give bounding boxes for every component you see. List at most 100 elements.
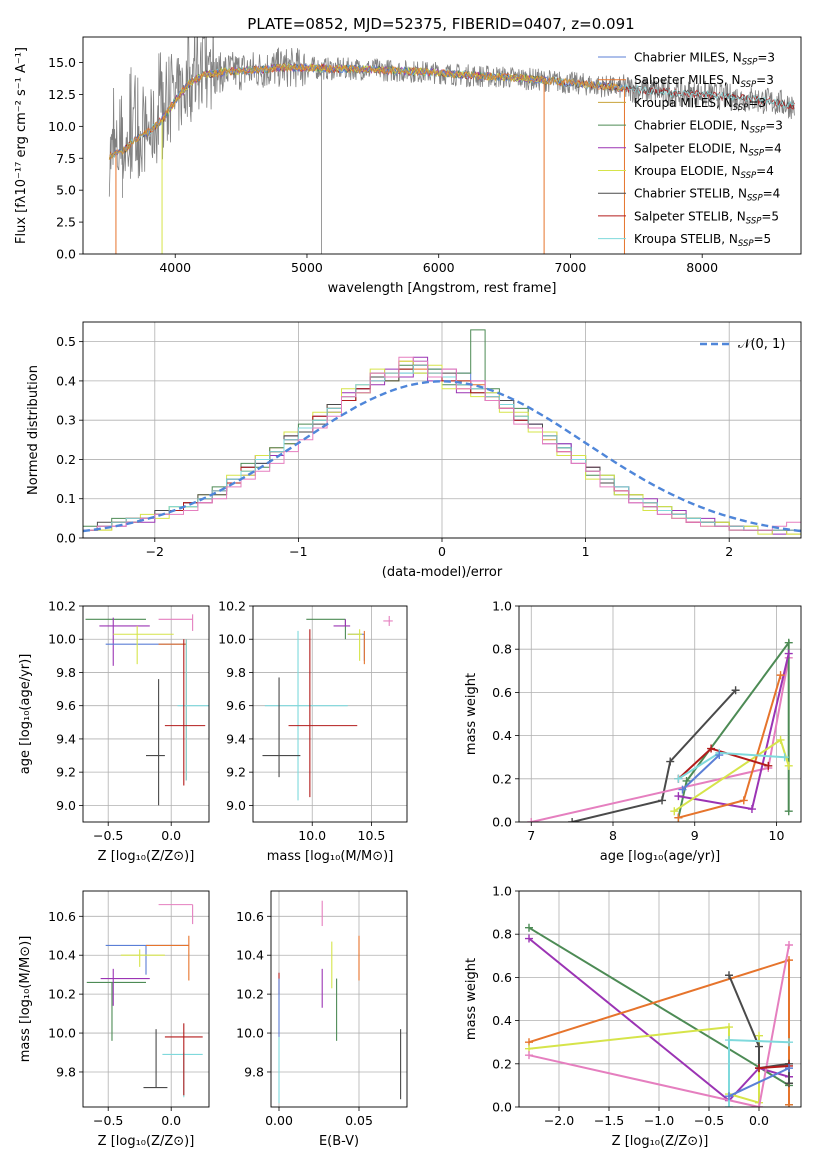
weight-marker xyxy=(739,796,748,805)
legend-suffix: =5 xyxy=(754,232,772,246)
x-tick-label: 6000 xyxy=(423,260,455,275)
weight-series xyxy=(758,1065,790,1070)
weight-marker xyxy=(674,813,683,822)
axes-frame xyxy=(518,890,802,1108)
x-tick-label: 10.0 xyxy=(298,828,326,843)
weight-marker xyxy=(776,735,785,744)
weight-marker xyxy=(755,1031,763,1040)
x-tick-label: 8000 xyxy=(686,260,718,275)
weight-marker xyxy=(785,941,793,949)
plot-area xyxy=(278,900,402,1104)
weight-marker xyxy=(780,753,789,762)
weight-series xyxy=(728,1067,790,1098)
y-tick-label: 1.0 xyxy=(492,599,512,614)
weight-marker xyxy=(785,1064,793,1073)
y-tick-label: 0.0 xyxy=(56,531,76,546)
panel-age_vs_Z: −0.5 0.0 9.0 9.2 9.4 9.6 9.8 10.0 10.2 Z [log₁₀(Z… xyxy=(18,599,210,864)
x-tick-label: −0.5 xyxy=(93,1113,123,1128)
y-axis-label: Normed distribution xyxy=(26,365,41,495)
y-tick-label: 0.5 xyxy=(56,334,76,349)
weight-marker xyxy=(725,1023,733,1032)
plot-area xyxy=(85,614,209,806)
legend: 𝒩(0, 1) xyxy=(700,337,785,352)
x-axis-label: Z [log₁₀(Z/Z⊙)] xyxy=(98,849,195,864)
weight-marker xyxy=(784,807,793,816)
legend-label: Chabrier ELODIE, N xyxy=(634,119,750,133)
plot-area xyxy=(86,904,203,1098)
y-tick-label: 9.0 xyxy=(226,798,246,813)
weight-marker xyxy=(525,1051,533,1060)
y-tick-label: 10.0 xyxy=(218,632,246,647)
legend-entry: Salpeter ELODIE, NSSP=4 xyxy=(634,141,782,158)
weight-series xyxy=(528,944,790,1107)
y-tick-label: 15.0 xyxy=(48,55,76,70)
errorbar-point xyxy=(146,935,190,981)
y-tick-label: 10.2 xyxy=(48,599,76,614)
y-tick-label: 10.0 xyxy=(48,1026,76,1041)
y-tick-label: 10.2 xyxy=(48,987,76,1002)
y-tick-label: 10.4 xyxy=(236,948,264,963)
y-tick-label: 9.6 xyxy=(56,698,76,713)
axes-frame xyxy=(270,890,408,1108)
y-tick-label: 7.5 xyxy=(56,151,76,166)
legend-label: Salpeter MILES, N xyxy=(634,73,741,87)
x-axis-label: Z [log₁₀(Z/Z⊙)] xyxy=(612,1134,709,1149)
y-tick-label: 0.1 xyxy=(56,491,76,506)
axes-frame xyxy=(82,605,210,823)
legend-sub: SSP xyxy=(733,103,749,113)
legend-label: Salpeter STELIB, N xyxy=(634,209,746,223)
x-tick-label: 0.00 xyxy=(265,1113,293,1128)
axes-frame xyxy=(252,605,408,823)
x-tick-label: 9 xyxy=(691,828,699,843)
errorbar-point xyxy=(288,629,358,798)
y-tick-label: 0.3 xyxy=(56,413,76,428)
charts-layer: 4000 5000 6000 7000 80000.02.55.07.510.012.5… xyxy=(14,36,802,1149)
weight-marker xyxy=(674,792,683,801)
y-tick-label: 9.8 xyxy=(244,1064,264,1079)
legend-sub: SSP xyxy=(747,194,763,204)
weight-marker xyxy=(784,761,793,770)
y-tick-label: 0.2 xyxy=(56,452,76,467)
weight-marker xyxy=(725,1036,733,1045)
weight-marker xyxy=(784,638,793,647)
y-tick-label: 9.4 xyxy=(226,731,246,746)
legend-entry: Kroupa ELODIE, NSSP=4 xyxy=(634,164,774,181)
legend-suffix: =4 xyxy=(756,164,774,178)
y-tick-label: 0.8 xyxy=(492,642,512,657)
errorbar-point xyxy=(99,617,150,666)
weight-marker xyxy=(666,757,675,766)
y-axis-label: age [log₁₀(age/yr)] xyxy=(18,654,33,775)
weight-marker xyxy=(658,796,667,805)
y-tick-label: 9.8 xyxy=(56,1064,76,1079)
legend-suffix: =4 xyxy=(764,141,782,155)
axes-frame xyxy=(82,321,802,539)
weight-marker xyxy=(527,818,536,822)
weight-marker xyxy=(525,923,533,932)
legend-suffix: =5 xyxy=(761,209,779,223)
legend-entry: Salpeter MILES, NSSP=3 xyxy=(634,73,774,90)
x-tick-label: −2.0 xyxy=(544,1113,574,1128)
x-tick-label: −0.5 xyxy=(93,828,123,843)
y-tick-label: 0.4 xyxy=(56,373,76,388)
legend-suffix: =3 xyxy=(756,73,774,87)
panel-residuals: −2 −1 0 1 2 0.0 0.1 0.2 0.3 0.4 0.5 (data-model)/er… xyxy=(26,321,802,580)
y-tick-label: 9.2 xyxy=(56,765,76,780)
weight-marker xyxy=(715,751,724,760)
x-tick-label: 10 xyxy=(769,828,785,843)
errorbar-point xyxy=(333,619,351,627)
y-tick-label: 10.2 xyxy=(236,987,264,1002)
x-tick-label: 0.0 xyxy=(161,828,181,843)
y-tick-label: 0.8 xyxy=(492,927,512,942)
weight-marker xyxy=(725,1103,733,1107)
plot-area xyxy=(108,37,795,254)
x-tick-label: 0.05 xyxy=(345,1113,373,1128)
y-tick-label: 12.5 xyxy=(48,87,76,102)
y-tick-label: 10.0 xyxy=(48,632,76,647)
y-axis-label: mass weight xyxy=(464,673,479,755)
weight-series xyxy=(528,937,790,1102)
axes-frame xyxy=(518,605,802,823)
y-tick-label: 10.0 xyxy=(48,119,76,134)
legend-label: 𝒩(0, 1) xyxy=(738,337,785,352)
legend-sub: SSP xyxy=(750,126,766,136)
